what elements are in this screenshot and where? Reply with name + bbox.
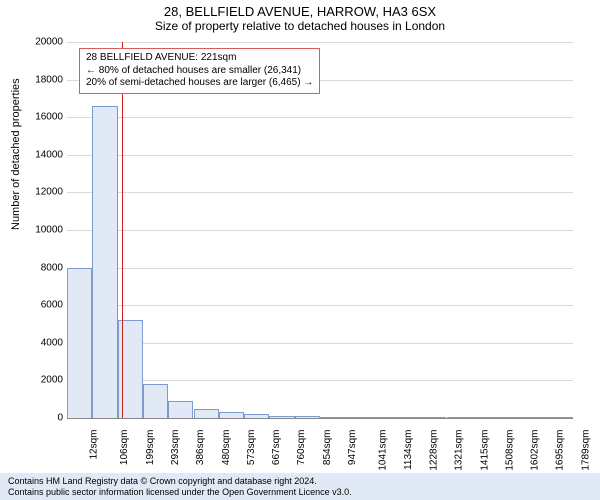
bar xyxy=(168,401,193,418)
ytick-label: 18000 xyxy=(13,74,63,85)
xtick-label: 480sqm xyxy=(221,430,232,466)
gridline xyxy=(67,117,573,118)
footer-line-2: Contains public sector information licen… xyxy=(8,487,592,498)
gridline xyxy=(67,268,573,269)
xtick-label: 199sqm xyxy=(145,430,156,466)
xtick-label: 1789sqm xyxy=(580,430,591,471)
annotation-line1: 28 BELLFIELD AVENUE: 221sqm xyxy=(86,52,313,65)
gridline xyxy=(67,42,573,43)
chart-title: 28, BELLFIELD AVENUE, HARROW, HA3 6SX xyxy=(0,0,600,19)
ytick-label: 6000 xyxy=(13,300,63,311)
ytick-label: 0 xyxy=(13,413,63,424)
bar xyxy=(67,268,92,418)
ytick-label: 14000 xyxy=(13,149,63,160)
marker-line xyxy=(122,42,123,418)
bar xyxy=(92,106,117,418)
chart-subtitle: Size of property relative to detached ho… xyxy=(0,19,600,33)
xtick-label: 293sqm xyxy=(170,430,181,466)
xtick-label: 1602sqm xyxy=(530,430,541,471)
xtick-label: 760sqm xyxy=(296,430,307,466)
footer-line-1: Contains HM Land Registry data © Crown c… xyxy=(8,476,592,487)
xtick-label: 1041sqm xyxy=(378,430,389,471)
gridline xyxy=(67,305,573,306)
xtick-label: 1321sqm xyxy=(454,430,465,471)
ytick-label: 2000 xyxy=(13,375,63,386)
xtick-label: 573sqm xyxy=(246,430,257,466)
ytick-label: 12000 xyxy=(13,187,63,198)
gridline xyxy=(67,192,573,193)
gridline xyxy=(67,155,573,156)
ytick-label: 20000 xyxy=(13,37,63,48)
gridline xyxy=(67,230,573,231)
xtick-label: 667sqm xyxy=(271,430,282,466)
xtick-label: 1228sqm xyxy=(429,430,440,471)
xtick-label: 1508sqm xyxy=(504,430,515,471)
xtick-label: 1415sqm xyxy=(479,430,490,471)
ytick-label: 4000 xyxy=(13,337,63,348)
xtick-label: 106sqm xyxy=(119,430,130,466)
gridline xyxy=(67,343,573,344)
annotation-line2: ← 80% of detached houses are smaller (26… xyxy=(86,65,313,78)
xtick-label: 386sqm xyxy=(195,430,206,466)
xtick-label: 854sqm xyxy=(322,430,333,466)
bar xyxy=(143,384,168,418)
xtick-label: 1695sqm xyxy=(555,430,566,471)
ytick-label: 10000 xyxy=(13,225,63,236)
xtick-label: 12sqm xyxy=(89,430,100,460)
annotation-line3: 20% of semi-detached houses are larger (… xyxy=(86,77,313,90)
xtick-label: 1134sqm xyxy=(403,430,414,470)
plot-area: 28 BELLFIELD AVENUE: 221sqm← 80% of deta… xyxy=(67,42,573,418)
annotation-box: 28 BELLFIELD AVENUE: 221sqm← 80% of deta… xyxy=(79,48,320,94)
gridline xyxy=(67,380,573,381)
footer: Contains HM Land Registry data © Crown c… xyxy=(0,473,600,500)
xtick-label: 947sqm xyxy=(347,430,358,466)
bar xyxy=(194,409,219,418)
ytick-label: 16000 xyxy=(13,112,63,123)
ytick-label: 8000 xyxy=(13,262,63,273)
